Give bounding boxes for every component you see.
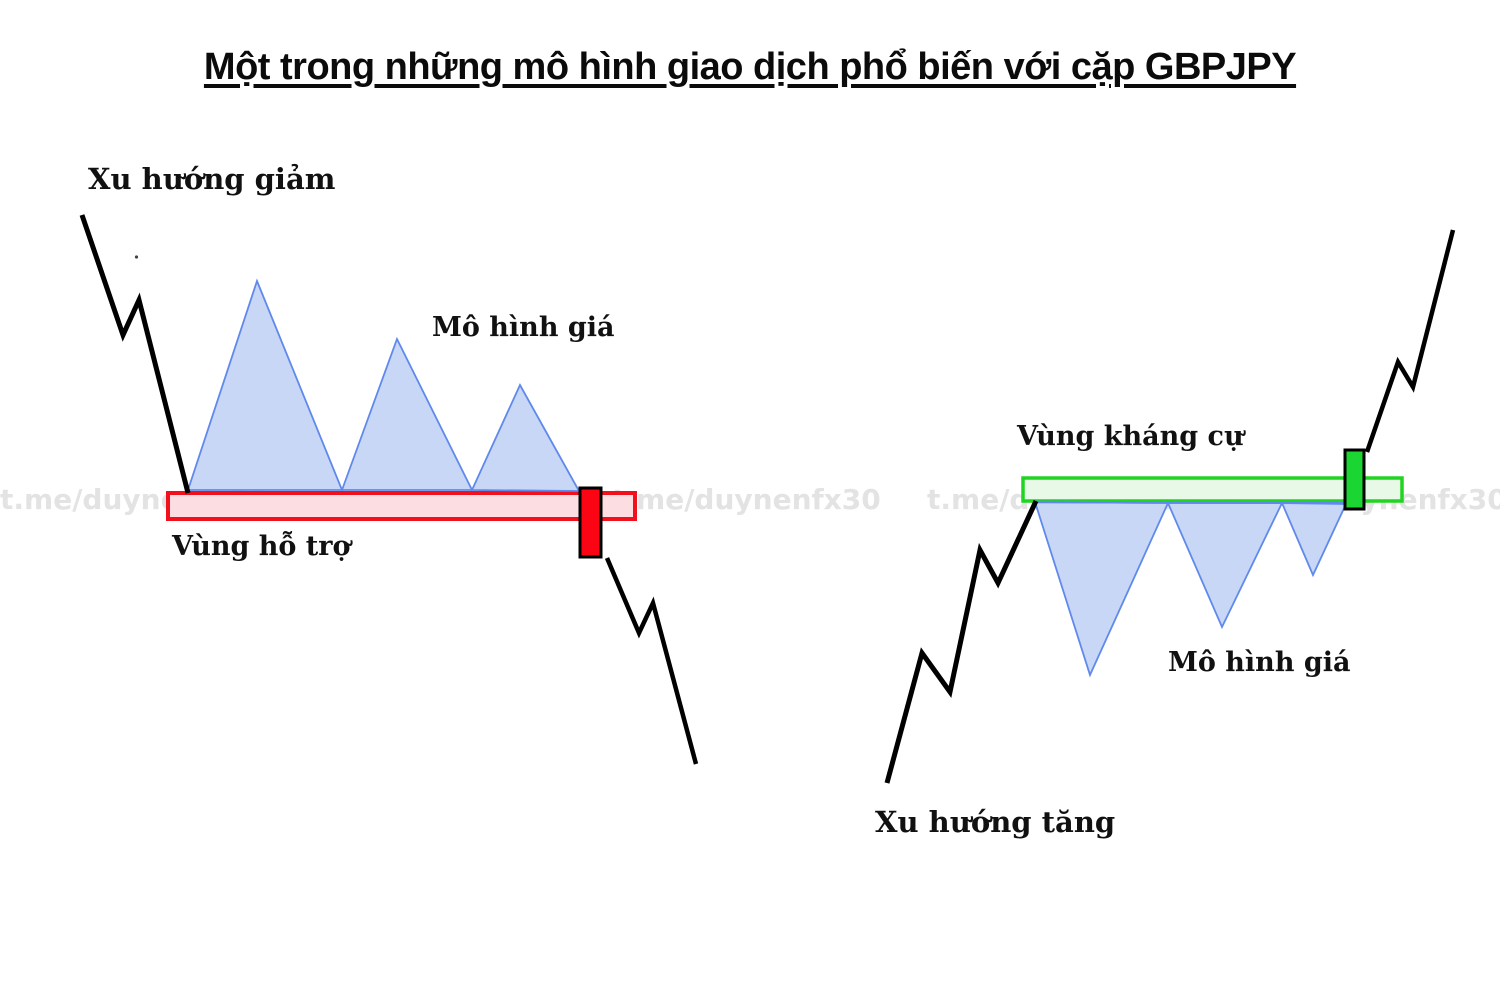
price-pattern-label-right: Mô hình giá <box>1168 647 1351 678</box>
stray-dot <box>134 255 139 259</box>
support-zone-label: Vùng hỗ trợ <box>172 531 351 562</box>
uptrend-label: Xu hướng tăng <box>875 805 1116 839</box>
resistance-zone-label: Vùng kháng cự <box>1017 421 1244 452</box>
peak-triangle-3 <box>470 383 581 492</box>
downtrend-label: Xu hướng giảm <box>88 162 336 196</box>
peak-triangle-1 <box>186 278 344 491</box>
uptrend-line <box>884 499 1039 784</box>
dip-triangle-3 <box>1280 502 1348 578</box>
downtrend-line <box>79 214 191 494</box>
support-zone <box>166 491 637 521</box>
dip-triangle-1 <box>1033 501 1170 678</box>
dip-triangle-2 <box>1166 502 1284 630</box>
dip-triangles-topline <box>1034 500 1349 505</box>
bearish-candle <box>578 486 603 559</box>
resistance-zone <box>1021 476 1404 503</box>
breakdown-line <box>604 557 699 765</box>
peak-triangle-2 <box>340 336 474 491</box>
breakout-line <box>1364 229 1456 453</box>
price-pattern-label-left: Mô hình giá <box>432 312 615 343</box>
bullish-candle <box>1343 448 1366 511</box>
watermark-text: t.me/duynenfx30 <box>612 483 881 516</box>
page-title: Một trong những mô hình giao dịch phổ bi… <box>203 46 1297 88</box>
